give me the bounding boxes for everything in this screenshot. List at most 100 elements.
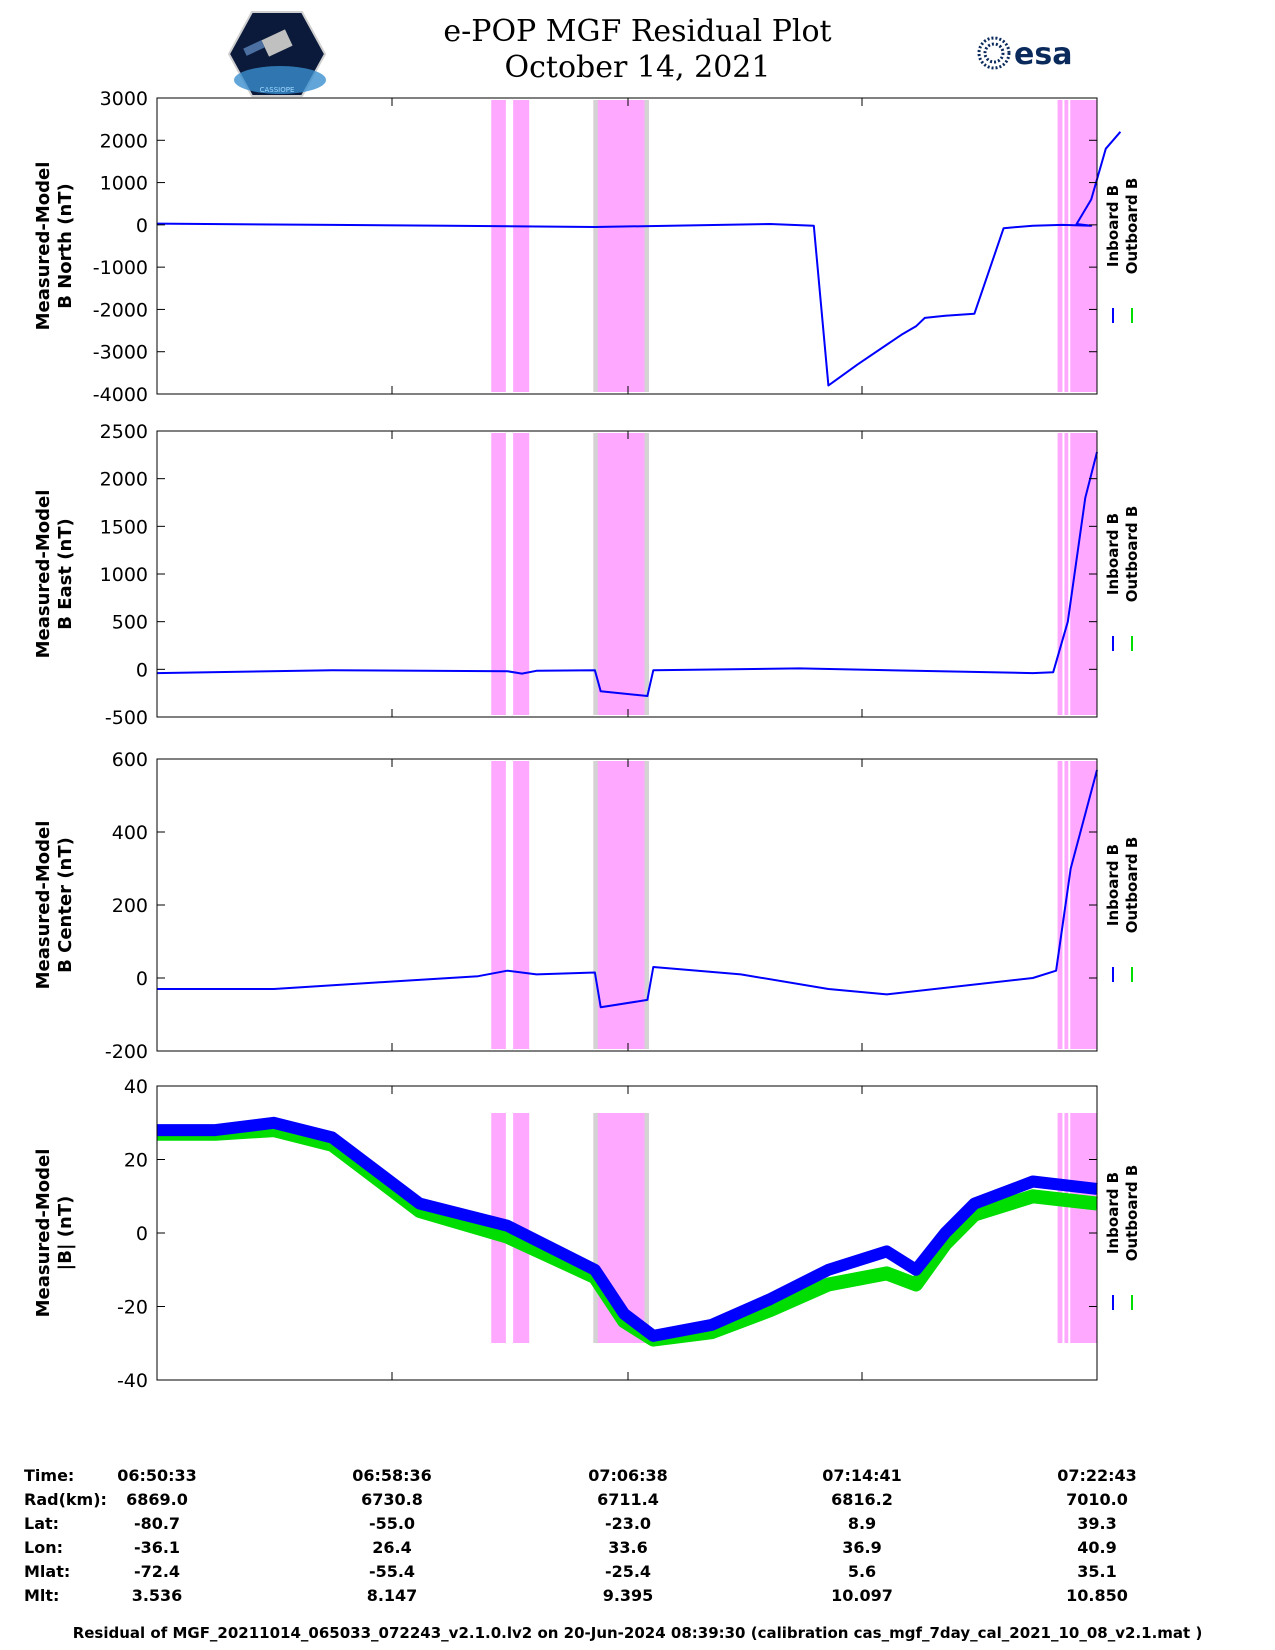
y-tick-label: 2000 — [100, 469, 148, 491]
ephemeris-value: 6711.4 — [597, 1490, 659, 1509]
ephemeris-value: 3.536 — [131, 1586, 183, 1605]
gray-band-edge — [644, 761, 649, 1049]
chart-title: e-POP MGF Residual Plot — [443, 14, 832, 49]
y-tick-label: -2000 — [93, 299, 148, 321]
ephemeris-value: -80.7 — [133, 1514, 181, 1533]
ephemeris-value: -55.0 — [368, 1514, 416, 1533]
ephemeris-value: 8.147 — [366, 1586, 418, 1605]
panel-1: 3000 2000 1000 0 -1000 -2000 -3000 -4000 Measure… — [33, 88, 1141, 406]
y-tick-label: 1500 — [100, 516, 148, 538]
legend-outboard-label: Outboard B — [1123, 178, 1141, 275]
legend-outboard-label: Outboard B — [1123, 837, 1141, 934]
y-tick-label: 0 — [136, 215, 148, 237]
highlight-band — [491, 100, 506, 392]
y-axis-label-line1: Measured-Model — [33, 821, 54, 990]
ephemeris-row: Lat: -80.7 -55.0 -23.0 8.9 39.3 — [0, 1514, 1275, 1538]
ephemeris-value: 6730.8 — [361, 1490, 423, 1509]
y-tick-label: 3000 — [100, 88, 148, 110]
series-inboard — [156, 131, 1122, 387]
series-inboard — [157, 769, 1098, 1009]
y-axis-label-line2: |B| (nT) — [55, 1196, 76, 1271]
ephemeris-value: 35.1 — [1077, 1562, 1117, 1581]
y-tick-label: 2500 — [100, 421, 148, 443]
ephemeris-row: Mlat: -72.4 -55.4 -25.4 5.6 35.1 — [0, 1562, 1275, 1586]
highlight-band — [593, 761, 649, 1049]
legend-inboard-label: Inboard B — [1104, 513, 1122, 595]
footer-caption: Residual of MGF_20211014_065033_072243_v… — [72, 1624, 1203, 1642]
y-axis-label-line2: B Center (nT) — [55, 837, 76, 973]
highlight-band — [593, 100, 649, 392]
ephemeris-label: Lon: — [24, 1538, 63, 1557]
y-tick-label: 1000 — [100, 173, 148, 195]
ephemeris-value: 07:14:41 — [822, 1466, 902, 1485]
legend-inboard-label: Inboard B — [1104, 844, 1122, 926]
ephemeris-label: Mlt: — [24, 1586, 60, 1605]
svg-text:esa: esa — [1014, 37, 1072, 72]
panel-2: 2500 2000 1500 1000 500 0 -500 Measured-Model B … — [33, 421, 1141, 729]
series-inboard — [157, 1116, 1098, 1342]
y-tick-label: 0 — [136, 659, 148, 681]
legend-outboard-label: Outboard B — [1123, 506, 1141, 603]
y-tick-label: 2000 — [100, 130, 148, 152]
ephemeris-value: 07:22:43 — [1057, 1466, 1137, 1485]
y-axis-label-line1: Measured-Model — [33, 1149, 54, 1318]
ephemeris-value: 10.097 — [831, 1586, 893, 1605]
ephemeris-value: 5.6 — [847, 1562, 877, 1581]
y-tick-label: -20 — [117, 1297, 148, 1319]
y-tick-label: 0 — [136, 968, 148, 990]
y-axis-label-line2: B North (nT) — [55, 183, 76, 309]
highlight-band — [491, 761, 506, 1049]
ephemeris-value: 39.3 — [1077, 1514, 1117, 1533]
ephemeris-value: 7010.0 — [1066, 1490, 1128, 1509]
legend-inboard-label: Inboard B — [1104, 1172, 1122, 1254]
legend-outboard-label: Outboard B — [1123, 1165, 1141, 1262]
panel-4: 40 20 0 -20 -40 Measured-Model |B| (nT) Inboard… — [33, 1076, 1141, 1392]
ephemeris-row: Mlt: 3.536 8.147 9.395 10.097 10.850 — [0, 1586, 1275, 1610]
y-tick-label: 400 — [112, 822, 148, 844]
y-tick-label: 600 — [112, 749, 148, 771]
highlight-band — [513, 433, 530, 715]
ephemeris-value: 33.6 — [608, 1538, 648, 1557]
highlight-band — [593, 433, 649, 715]
y-tick-label: 20 — [124, 1150, 148, 1172]
highlight-band — [513, 100, 530, 392]
y-tick-label: -3000 — [93, 342, 148, 364]
ephemeris-label: Time: — [24, 1466, 75, 1485]
y-axis-label-line1: Measured-Model — [33, 490, 54, 659]
highlight-band — [513, 761, 530, 1049]
gray-band-edge — [593, 1113, 598, 1343]
ephemeris-value: 06:50:33 — [117, 1466, 197, 1485]
y-axis-label-line1: Measured-Model — [33, 162, 54, 331]
ephemeris-value: -72.4 — [133, 1562, 181, 1581]
ephemeris-label: Rad(km): — [24, 1490, 107, 1509]
ephemeris-value: -55.4 — [368, 1562, 416, 1581]
panel-3: 600 400 200 0 -200 Measured-Model B Center (nT… — [33, 749, 1141, 1063]
y-tick-label: -1000 — [93, 257, 148, 279]
series-inboard — [156, 451, 1098, 697]
ephemeris-row: Rad(km): 6869.0 6730.8 6711.4 6816.2 7010.0 — [0, 1490, 1275, 1514]
ephemeris-value: 8.9 — [847, 1514, 877, 1533]
y-tick-label: -200 — [105, 1041, 148, 1063]
ephemeris-value: 6869.0 — [126, 1490, 188, 1509]
ephemeris-row: Lon: -36.1 26.4 33.6 36.9 40.9 — [0, 1538, 1275, 1562]
ephemeris-value: 10.850 — [1066, 1586, 1128, 1605]
y-tick-label: 40 — [124, 1076, 148, 1098]
gray-band-edge — [593, 433, 598, 715]
y-tick-label: -500 — [105, 707, 148, 729]
ephemeris-value: 40.9 — [1077, 1538, 1117, 1557]
ephemeris-row: Time: 06:50:33 06:58:36 07:06:38 07:14:41 07:… — [0, 1466, 1275, 1490]
ephemeris-value: 26.4 — [372, 1538, 412, 1557]
y-tick-label: 0 — [136, 1223, 148, 1245]
ephemeris-value: 06:58:36 — [352, 1466, 432, 1485]
y-tick-label: -4000 — [93, 384, 148, 406]
gray-band-edge — [644, 100, 649, 392]
gray-band-edge — [593, 100, 598, 392]
ephemeris-value: 36.9 — [842, 1538, 882, 1557]
y-tick-label: 500 — [112, 612, 148, 634]
highlight-band — [491, 433, 506, 715]
y-tick-label: -40 — [117, 1370, 148, 1392]
ephemeris-label: Lat: — [24, 1514, 60, 1533]
axes-box — [156, 97, 1098, 395]
ephemeris-value: 07:06:38 — [588, 1466, 668, 1485]
ephemeris-value: 6816.2 — [831, 1490, 893, 1509]
